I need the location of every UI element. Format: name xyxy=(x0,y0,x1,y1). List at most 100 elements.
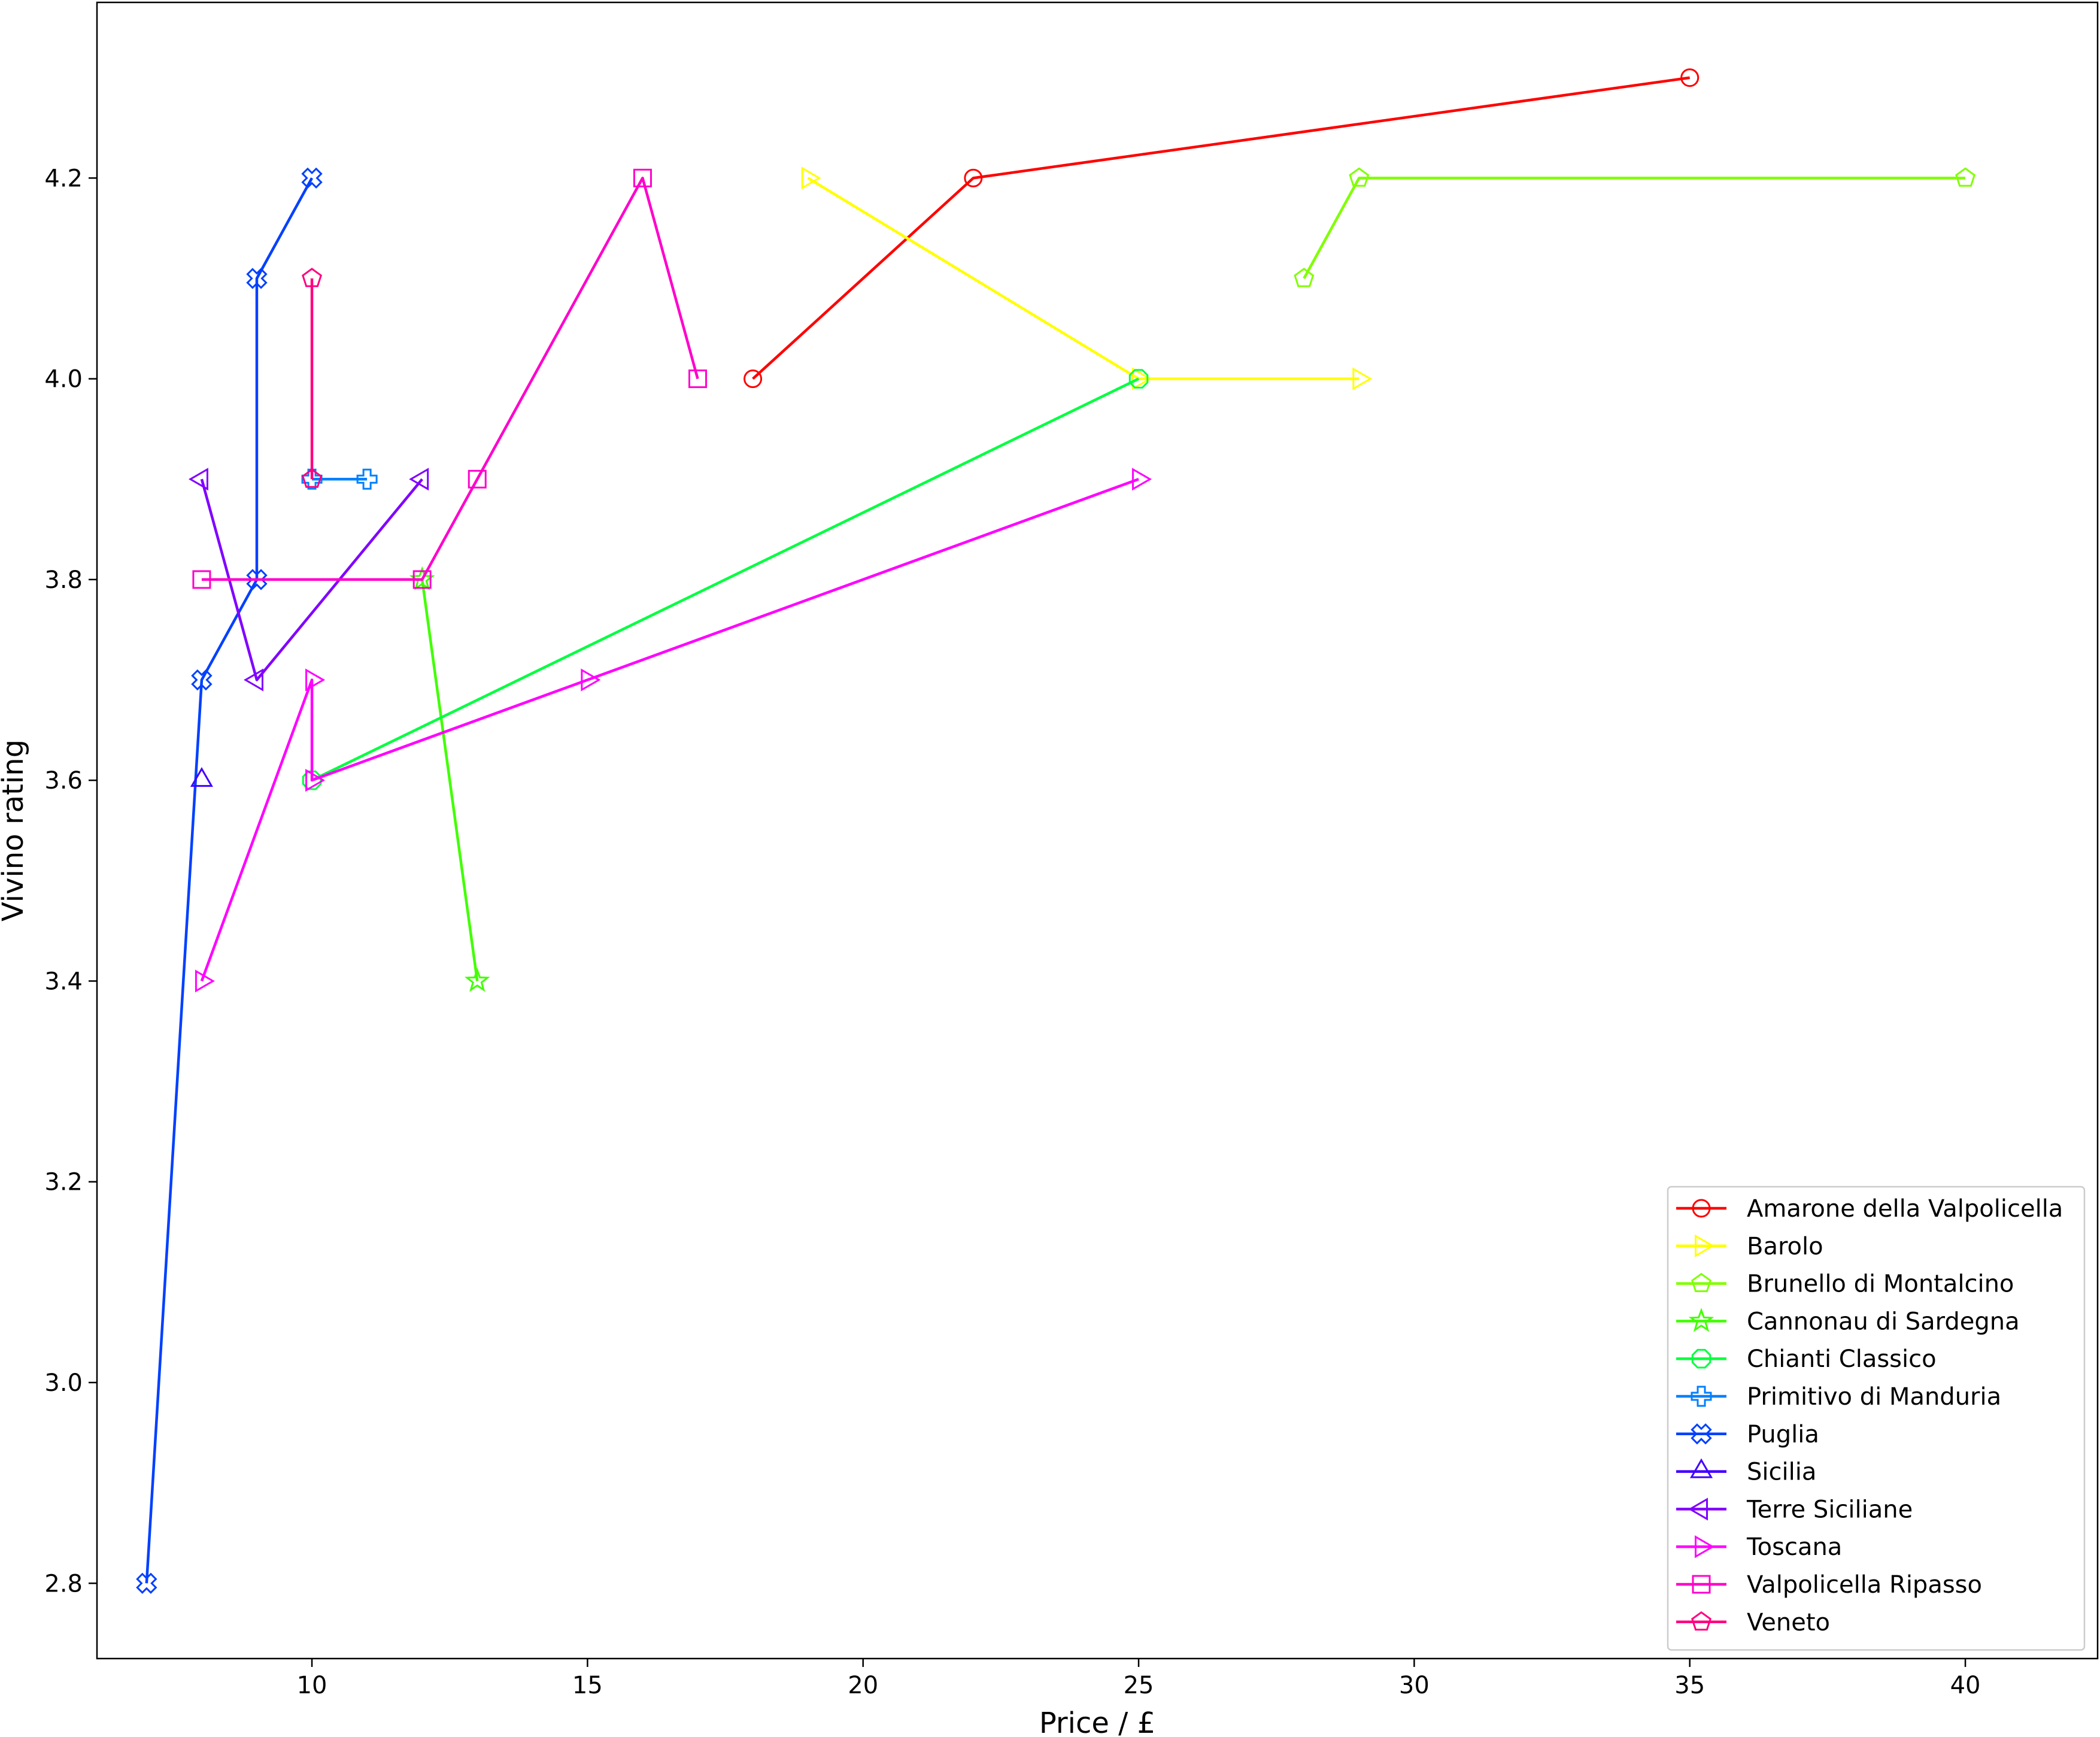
data-point xyxy=(190,767,213,787)
series-line xyxy=(807,177,1359,380)
y-tick-label: 4.0 xyxy=(44,366,83,393)
data-point xyxy=(243,668,263,692)
data-point xyxy=(1352,367,1373,390)
series-barolo xyxy=(801,166,1373,390)
data-point xyxy=(305,668,326,692)
series-line xyxy=(311,377,1140,782)
legend-frame xyxy=(1667,1186,2086,1651)
legend-marker xyxy=(1691,1423,1712,1445)
legend-label: Chianti Classico xyxy=(1747,1345,1937,1373)
x-tick-label: 30 xyxy=(1399,1672,1430,1699)
series-line xyxy=(145,177,314,1584)
legend-item: Barolo xyxy=(1676,1233,1823,1260)
legend-marker xyxy=(1688,1497,1708,1521)
legend-marker xyxy=(1695,1234,1715,1257)
data-point xyxy=(195,969,215,993)
y-tick-label: 2.8 xyxy=(44,1570,83,1597)
series-line xyxy=(200,478,1139,982)
series-line xyxy=(420,579,479,981)
series-valpolicella-ripasso xyxy=(192,168,708,589)
legend-marker xyxy=(1691,1272,1711,1293)
data-point xyxy=(302,468,323,488)
series-line xyxy=(1303,177,1966,280)
legend-label: Puglia xyxy=(1747,1421,1819,1448)
data-point xyxy=(1132,367,1152,390)
series-line xyxy=(752,76,1691,380)
series-sicilia xyxy=(190,767,213,787)
data-point xyxy=(1128,369,1149,389)
y-tick-label: 3.6 xyxy=(44,767,83,795)
data-point xyxy=(581,668,601,692)
data-point xyxy=(1294,268,1315,287)
legend-label: Sicilia xyxy=(1747,1459,1816,1486)
legend-marker xyxy=(1695,1535,1715,1559)
x-tick-label: 20 xyxy=(848,1672,878,1699)
series-line xyxy=(201,177,699,581)
legend-item: Sicilia xyxy=(1676,1458,1816,1486)
legend-label: Toscana xyxy=(1746,1533,1842,1561)
legend-item: Cannonau di Sardegna xyxy=(1676,1308,2020,1335)
x-tick-label: 10 xyxy=(297,1672,327,1699)
data-point xyxy=(356,468,378,490)
series-line xyxy=(200,478,423,681)
y-tick-label: 3.8 xyxy=(44,566,83,594)
series-primitivo-di-manduria xyxy=(301,468,378,490)
data-point xyxy=(688,369,708,389)
data-point xyxy=(192,570,211,589)
series-brunello-di-montalcino xyxy=(1294,167,1976,287)
series-cannonau-di-sardegna xyxy=(409,566,490,992)
series-toscana xyxy=(195,468,1152,993)
ticks-layer: 10 15 20 25 30 35 40 2.8 3.0 3.2 3.4 3.6 3.8 4.0 4.2 xyxy=(44,165,1980,1699)
x-tick-label: 15 xyxy=(572,1672,603,1699)
x-tick-label: 25 xyxy=(1124,1672,1154,1699)
x-tick-label: 40 xyxy=(1950,1672,1981,1699)
y-tick-label: 4.2 xyxy=(44,165,83,192)
legend-item: Veneto xyxy=(1676,1609,1830,1636)
legend-item: Puglia xyxy=(1676,1421,1819,1448)
data-point xyxy=(744,369,763,389)
data-point xyxy=(1349,167,1370,187)
legend-marker xyxy=(1692,1575,1711,1594)
series-layer xyxy=(136,68,1976,1594)
data-point xyxy=(1955,167,1976,187)
series-amarone-della-valpolicella xyxy=(744,68,1700,389)
legend-item: Amarone della Valpolicella xyxy=(1676,1195,2063,1223)
data-point xyxy=(964,168,983,187)
data-point xyxy=(136,1572,157,1594)
data-point xyxy=(1132,468,1152,491)
legend-marker xyxy=(1689,1458,1713,1478)
y-axis-label: Vivino rating xyxy=(0,739,30,921)
legend-marker xyxy=(1691,1611,1711,1631)
data-point xyxy=(1680,68,1700,87)
legend-label: Terre Siciliane xyxy=(1746,1496,1913,1523)
data-point xyxy=(468,469,487,489)
legend-item: Chianti Classico xyxy=(1676,1345,1937,1373)
x-axis-label: Price / £ xyxy=(1039,1706,1155,1737)
data-point xyxy=(191,669,213,691)
data-point xyxy=(801,166,821,190)
legend-label: Valpolicella Ripasso xyxy=(1747,1571,1982,1599)
data-point xyxy=(301,167,323,189)
legend-marker xyxy=(1691,1348,1711,1369)
x-tick-label: 35 xyxy=(1674,1672,1705,1699)
legend-item: Valpolicella Ripasso xyxy=(1676,1571,1982,1599)
legend-marker xyxy=(1688,1308,1714,1332)
legend-marker xyxy=(1691,1386,1712,1407)
legend-items: Amarone della Valpolicella Barolo Brunello… xyxy=(1676,1195,2063,1636)
data-point xyxy=(305,769,326,792)
legend-item: Terre Siciliane xyxy=(1676,1496,1913,1523)
legend-item: Primitivo di Manduria xyxy=(1676,1383,2001,1411)
series-puglia xyxy=(136,167,323,1594)
legend-label: Primitivo di Manduria xyxy=(1747,1383,2001,1411)
data-point xyxy=(633,168,652,187)
legend: Amarone della Valpolicella Barolo Brunello… xyxy=(1667,1186,2086,1651)
legend-label: Brunello di Montalcino xyxy=(1747,1271,2014,1298)
legend-marker xyxy=(1692,1199,1711,1218)
plot-frame xyxy=(96,1,2099,1660)
data-point xyxy=(409,468,429,491)
legend-label: Amarone della Valpolicella xyxy=(1747,1195,2063,1223)
series-chianti-classico xyxy=(302,369,1149,790)
legend-label: Barolo xyxy=(1747,1233,1823,1260)
y-tick-label: 3.2 xyxy=(44,1169,83,1196)
